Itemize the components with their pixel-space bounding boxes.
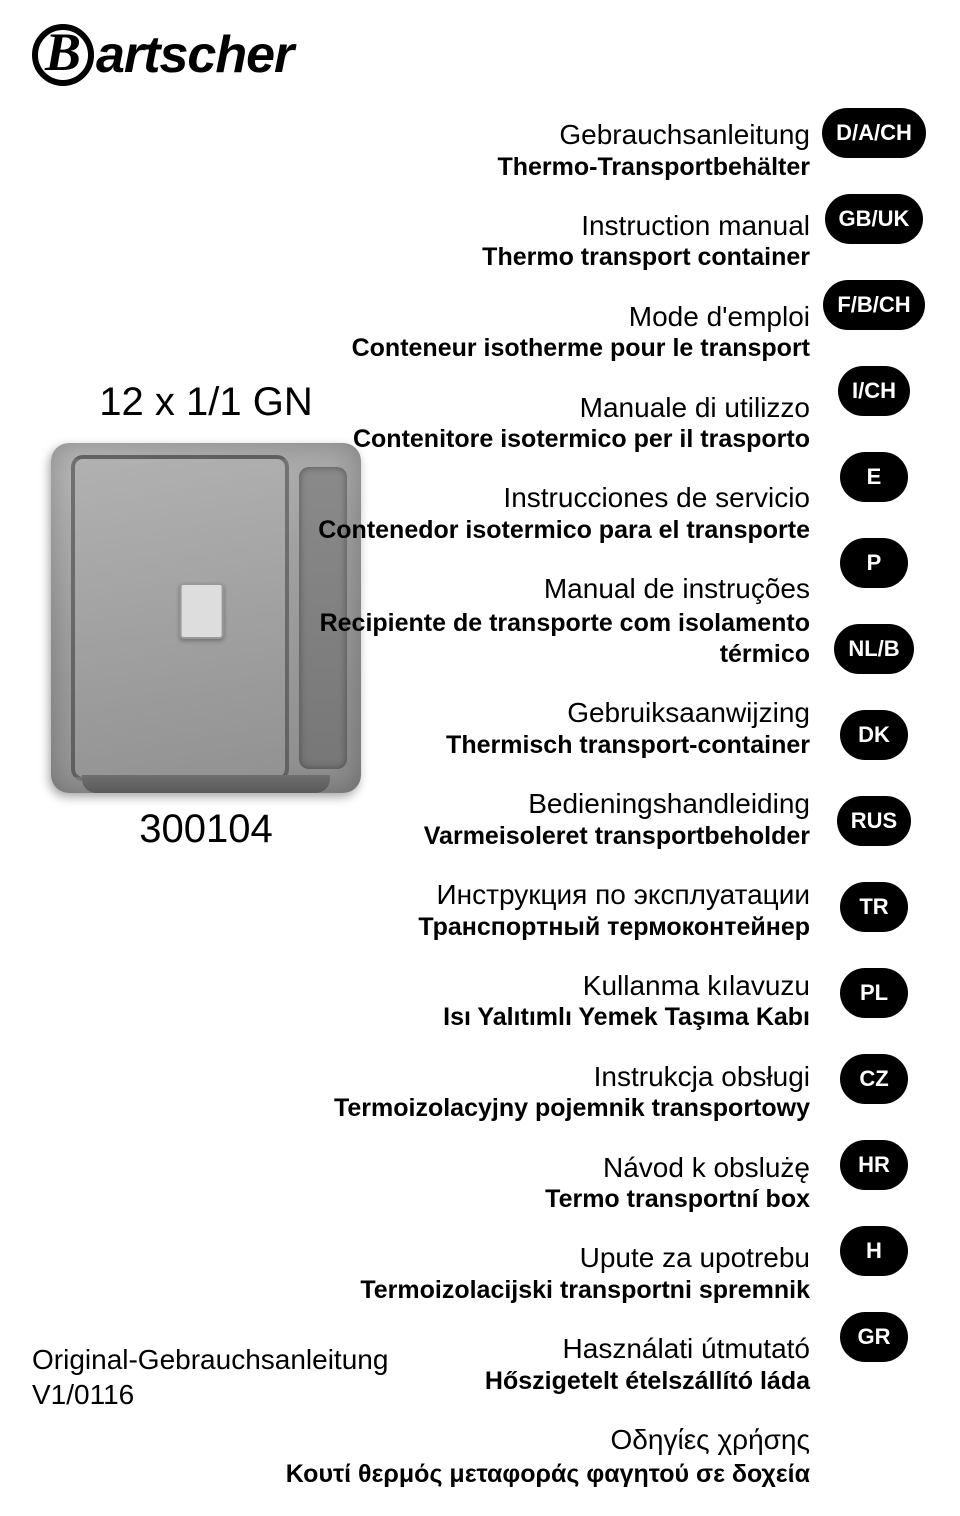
lang-badge: GR <box>840 1312 908 1362</box>
lang-block: Instruction manualThermo transport conta… <box>270 209 810 274</box>
product-title: Contenedor isotermico para el transporte <box>270 515 810 546</box>
product-title: Thermisch transport-container <box>270 730 810 761</box>
lang-block: Upute za upotrebuTermoizolacijski transp… <box>270 1241 810 1306</box>
brand-logo: B artscher <box>32 24 293 86</box>
lang-block: GebrauchsanleitungThermo-Transportbehält… <box>270 118 810 183</box>
manual-title: Návod k obslużę <box>270 1151 810 1185</box>
manual-title: Instrucciones de servicio <box>270 481 810 515</box>
manual-title: Instruction manual <box>270 209 810 243</box>
product-title: Termoizolacijski transportni spremnik <box>270 1275 810 1306</box>
lang-badge: TR <box>840 882 908 932</box>
product-title: Conteneur isotherme pour le transport <box>270 333 810 364</box>
lang-badge: P <box>840 538 908 588</box>
language-badges-column: D/A/CH GB/UK F/B/CH I/CH E P NL/B DK RUS… <box>822 108 926 1398</box>
footer-note: Original-Gebrauchsanleitung V1/0116 <box>32 1342 388 1412</box>
lang-badge: H <box>840 1226 908 1276</box>
product-title: Recipiente de transporte com isolamento … <box>270 608 810 671</box>
manual-title: Mode d'emploi <box>270 300 810 334</box>
lang-block: Instrucciones de servicioContenedor isot… <box>270 481 810 546</box>
lang-badge: RUS <box>837 796 911 846</box>
lang-badge: NL/B <box>834 624 913 674</box>
product-title: Thermo transport container <box>270 242 810 273</box>
manual-title: Manual de instruções <box>270 572 810 606</box>
lang-badge: PL <box>840 968 908 1018</box>
lang-block: Οδηγίες χρήσηςΚουτί θερμός μεταφοράς φαγ… <box>270 1423 810 1490</box>
footer-line2: V1/0116 <box>32 1377 388 1412</box>
manual-title: Instrukcja obsługi <box>270 1060 810 1094</box>
product-title: Termo transportní box <box>270 1184 810 1215</box>
titles-column: GebrauchsanleitungThermo-Transportbehält… <box>270 118 810 1516</box>
lang-block: Инструкция по эксплуатацииТранспортный т… <box>270 878 810 943</box>
lang-badge: I/CH <box>838 366 910 416</box>
manual-title: Manuale di utilizzo <box>270 391 810 425</box>
product-title: Thermo-Transportbehälter <box>270 152 810 183</box>
manual-title: Инструкция по эксплуатации <box>270 878 810 912</box>
footer-line1: Original-Gebrauchsanleitung <box>32 1342 388 1377</box>
logo-wordmark: artscher <box>96 25 293 85</box>
lang-block: Instrukcja obsługiTermoizolacyjny pojemn… <box>270 1060 810 1125</box>
product-photo-label <box>180 583 224 639</box>
lang-badge: CZ <box>840 1054 908 1104</box>
manual-title: Bedieningshandleiding <box>270 787 810 821</box>
product-title: Κουτί θερμός μεταφοράς φαγητού σε δοχεία <box>270 1459 810 1490</box>
logo-mark: B <box>32 24 94 86</box>
manual-title: Gebrauchsanleitung <box>270 118 810 152</box>
product-title: Isı Yalıtımlı Yemek Taşıma Kabı <box>270 1002 810 1033</box>
lang-block: BedieningshandleidingVarmeisoleret trans… <box>270 787 810 852</box>
manual-title: Gebruiksaanwijzing <box>270 696 810 730</box>
manual-title: Kullanma kılavuzu <box>270 969 810 1003</box>
lang-block: Manual de instruçõesRecipiente de transp… <box>270 572 810 670</box>
lang-badge: HR <box>840 1140 908 1190</box>
product-title: Contenitore isotermico per il trasporto <box>270 424 810 455</box>
lang-block: Návod k obslużęTermo transportní box <box>270 1151 810 1216</box>
lang-badge: F/B/CH <box>823 280 924 330</box>
product-title: Транспортный термоконтейнер <box>270 912 810 943</box>
lang-badge: D/A/CH <box>822 108 926 158</box>
lang-block: Manuale di utilizzoContenitore isotermic… <box>270 391 810 456</box>
lang-badge: GB/UK <box>825 194 924 244</box>
lang-badge: DK <box>840 710 908 760</box>
lang-badge: E <box>840 452 908 502</box>
lang-block: GebruiksaanwijzingThermisch transport-co… <box>270 696 810 761</box>
product-title: Termoizolacyjny pojemnik transportowy <box>270 1093 810 1124</box>
lang-block: Kullanma kılavuzuIsı Yalıtımlı Yemek Taş… <box>270 969 810 1034</box>
manual-title: Upute za upotrebu <box>270 1241 810 1275</box>
product-title: Varmeisoleret transportbeholder <box>270 821 810 852</box>
lang-block: Mode d'emploiConteneur isotherme pour le… <box>270 300 810 365</box>
